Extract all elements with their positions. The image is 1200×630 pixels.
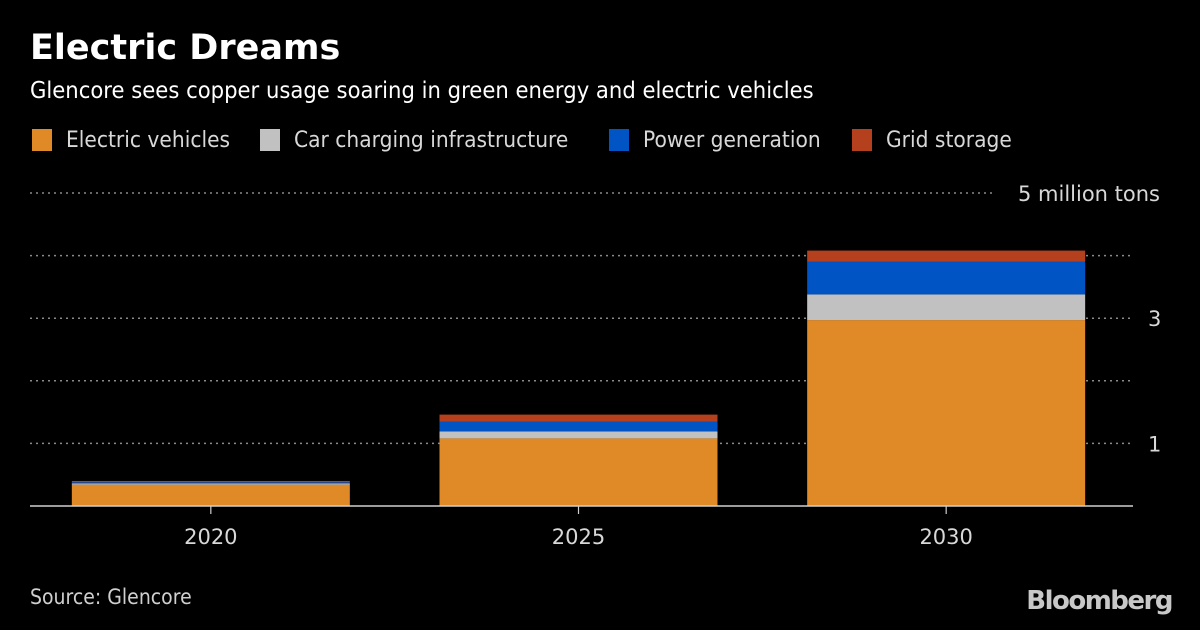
legend-label: Electric vehicles xyxy=(66,127,231,153)
legend-label: Car charging infrastructure xyxy=(294,127,569,153)
legend-swatch xyxy=(32,129,52,151)
legend-label: Power generation xyxy=(642,127,821,153)
bar-segment xyxy=(71,482,350,484)
legend-swatch xyxy=(260,129,281,151)
bar-segment xyxy=(807,294,1086,321)
bar-segment xyxy=(71,483,350,485)
legend-swatch xyxy=(608,129,629,151)
bar-segment xyxy=(439,421,718,432)
y-tick-label: 3 xyxy=(1148,307,1161,331)
source-note: Source: Glencore xyxy=(30,585,192,609)
bar-segment xyxy=(71,484,350,506)
tick-labels: 5 million tons 3 1 2020 2025 2030 xyxy=(184,182,1161,549)
x-tick-label: 2025 xyxy=(552,525,605,549)
bar-segment xyxy=(439,431,718,439)
bar-segment xyxy=(439,438,718,506)
bar-segment xyxy=(71,480,350,483)
legend-swatch xyxy=(851,129,872,151)
y-tick-label: 1 xyxy=(1148,432,1161,456)
legend-item-grid-storage: Grid storage xyxy=(851,127,1023,153)
legend-item-car-charging: Car charging infrastructure xyxy=(260,128,592,153)
x-tick-label: 2020 xyxy=(184,525,237,549)
bar-segment xyxy=(439,414,718,422)
bloomberg-logo: Bloomberg xyxy=(1026,586,1173,616)
bar-segment xyxy=(807,320,1086,506)
chart-title: Electric Dreams xyxy=(30,28,341,68)
legend-item-electric-vehicles: Electric vehicles xyxy=(32,128,244,153)
legend-item-power-generation: Power generation xyxy=(608,127,836,153)
y-tick-label: 5 million tons xyxy=(1018,182,1160,206)
x-axis xyxy=(30,505,1133,514)
bars xyxy=(71,250,1086,506)
legend: Electric vehicles Car charging infrastru… xyxy=(32,126,1038,154)
chart-subtitle: Glencore sees copper usage soaring in gr… xyxy=(30,78,814,104)
bar-segment xyxy=(807,250,1086,262)
x-tick-label: 2030 xyxy=(919,525,972,549)
legend-label: Grid storage xyxy=(885,127,1012,153)
bar-segment xyxy=(807,261,1086,295)
